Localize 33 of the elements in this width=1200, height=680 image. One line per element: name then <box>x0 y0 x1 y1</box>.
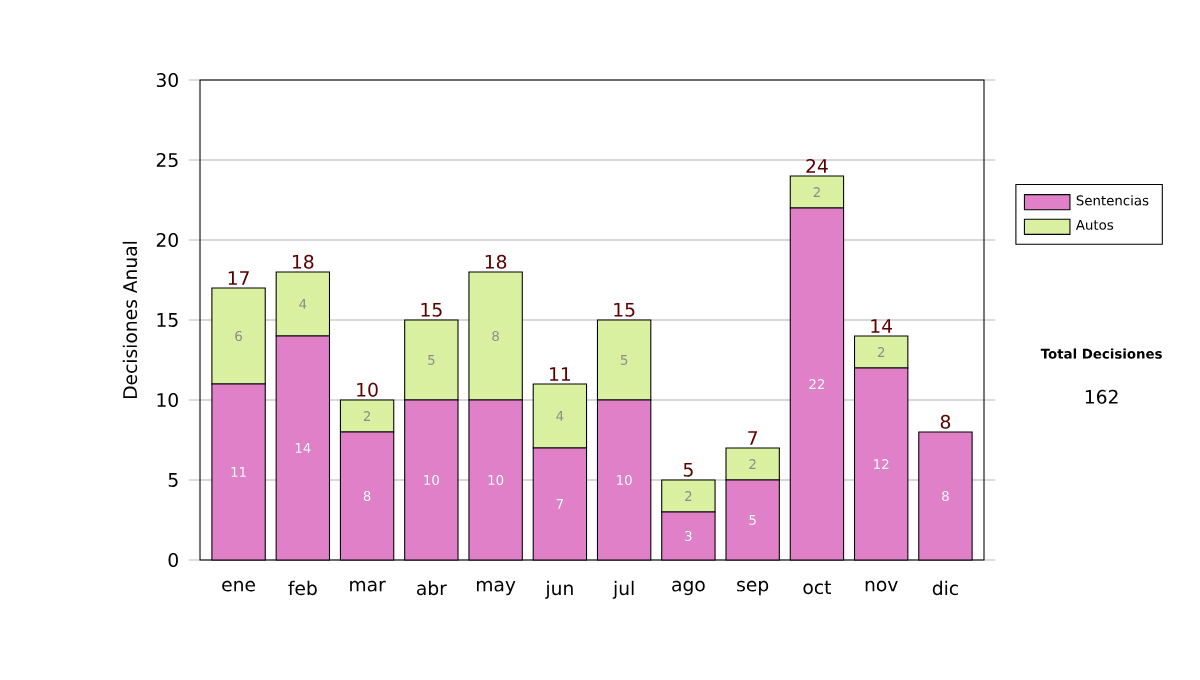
y-axis-title: Decisiones Anual <box>122 241 138 398</box>
x-tick-label: oct <box>803 580 831 595</box>
total-label: 10 <box>357 382 378 397</box>
total-label: 18 <box>485 254 507 269</box>
x-tick-label: may <box>476 580 516 596</box>
y-tick-label: 10 <box>157 392 178 408</box>
total-label: 8 <box>940 414 951 429</box>
y-tick-label: 20 <box>156 232 178 248</box>
y-tick-label: 30 <box>156 72 178 88</box>
total-label: 15 <box>421 302 442 317</box>
y-tick-label: 5 <box>168 473 178 487</box>
total-label: 17 <box>228 271 249 285</box>
total-label: 14 <box>871 319 893 333</box>
x-tick-label: jul <box>612 580 634 599</box>
x-tick-label: feb <box>288 580 317 596</box>
x-tick-label: sep <box>737 580 769 596</box>
x-tick-label: abr <box>417 580 447 596</box>
text: 162 <box>1085 389 1118 404</box>
x-tick-label: ago <box>672 580 705 596</box>
x-tick-label: mar <box>350 580 386 592</box>
y-tick-label: 25 <box>156 152 178 168</box>
total-label: 5 <box>683 462 693 477</box>
total-label: 24 <box>806 158 828 173</box>
y-tick-label: 0 <box>168 552 178 568</box>
x-tick-label: nov <box>865 580 898 592</box>
x-tick-label: jun <box>545 580 573 599</box>
total-label: 7 <box>748 431 758 445</box>
y-tick-label: 15 <box>157 313 178 327</box>
total-label: 11 <box>550 367 571 381</box>
total-label: 15 <box>614 302 635 317</box>
x-tick-label: ene <box>222 580 255 592</box>
x-tick-label: dic <box>932 580 958 596</box>
total-label: 18 <box>293 254 314 269</box>
